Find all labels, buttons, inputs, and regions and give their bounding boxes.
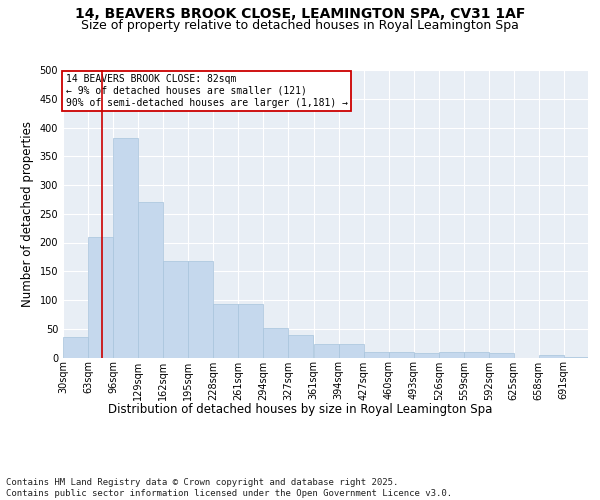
Bar [188, 261, 213, 358]
Text: 14, BEAVERS BROOK CLOSE, LEAMINGTON SPA, CV31 1AF: 14, BEAVERS BROOK CLOSE, LEAMINGTON SPA,… [75, 8, 525, 22]
Bar [238, 304, 263, 358]
Bar [539, 355, 564, 358]
Bar [213, 304, 238, 358]
Bar [288, 334, 313, 357]
Bar [364, 352, 389, 358]
Bar [63, 338, 88, 357]
Bar [464, 352, 489, 358]
Bar [314, 344, 339, 358]
Bar [88, 237, 113, 358]
Text: Contains HM Land Registry data © Crown copyright and database right 2025.
Contai: Contains HM Land Registry data © Crown c… [6, 478, 452, 498]
Text: 14 BEAVERS BROOK CLOSE: 82sqm
← 9% of detached houses are smaller (121)
90% of s: 14 BEAVERS BROOK CLOSE: 82sqm ← 9% of de… [65, 74, 347, 108]
Bar [138, 202, 163, 358]
Bar [439, 352, 464, 358]
Bar [389, 352, 414, 358]
Y-axis label: Number of detached properties: Number of detached properties [21, 120, 34, 306]
Bar [564, 357, 589, 358]
Text: Size of property relative to detached houses in Royal Leamington Spa: Size of property relative to detached ho… [81, 18, 519, 32]
Bar [489, 354, 514, 358]
Bar [339, 344, 364, 358]
Bar [113, 138, 138, 358]
Bar [263, 328, 288, 358]
Text: Distribution of detached houses by size in Royal Leamington Spa: Distribution of detached houses by size … [108, 402, 492, 415]
Bar [414, 353, 439, 358]
Bar [163, 261, 188, 358]
